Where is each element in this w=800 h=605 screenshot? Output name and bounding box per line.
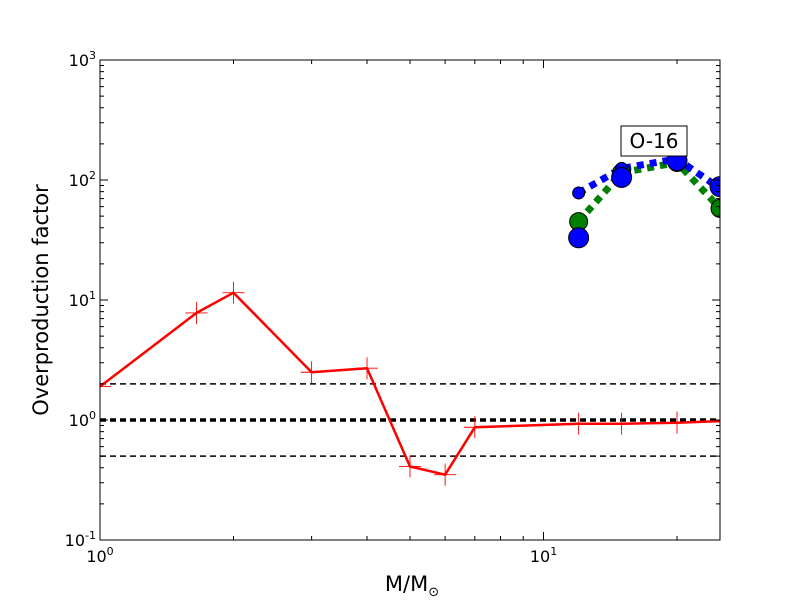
series-0-point	[709, 410, 720, 433]
y-tick-label: 102	[69, 169, 96, 190]
series-0-point	[666, 411, 689, 434]
x-axis-title-main: M/M	[385, 572, 428, 596]
series-0-point	[399, 455, 421, 478]
series-1-point	[710, 198, 720, 218]
x-tick-label-base: 10	[86, 547, 106, 566]
x-tick-label: 101	[530, 545, 557, 566]
y-tick-label-exponent: 3	[89, 49, 96, 62]
y-tick-label-exponent: 0	[89, 409, 96, 422]
series-0-point	[100, 375, 111, 398]
series-0-point	[300, 361, 323, 384]
y-tick-label-base: 10	[65, 531, 85, 550]
annotation-text: O-16	[630, 129, 679, 153]
series-0-point	[185, 301, 208, 324]
y-tick-label-base: 10	[69, 411, 89, 430]
y-tick-label: 103	[69, 49, 96, 70]
annotation-box	[620, 125, 688, 157]
series-0-point	[434, 463, 457, 486]
x-tick-label: 100	[86, 545, 113, 566]
series-3-point	[568, 227, 590, 249]
y-tick-label: 101	[69, 289, 96, 310]
series-1-line	[575, 159, 720, 224]
series-0-point	[222, 281, 245, 304]
x-tick-label-exponent: 0	[107, 545, 114, 558]
y-tick-label-exponent: -1	[85, 529, 96, 542]
y-tick-label-base: 10	[69, 51, 89, 70]
annotation: O-16	[620, 125, 688, 157]
x-tick-label-base: 10	[530, 547, 550, 566]
y-tick-label-exponent: 1	[89, 289, 96, 302]
y-tick-label: 10-1	[65, 529, 96, 550]
y-tick-label-base: 10	[69, 171, 89, 190]
series-2-point	[572, 186, 586, 200]
series-0-point	[356, 357, 379, 380]
y-tick-label: 100	[69, 409, 96, 430]
y-axis-title: Overproduction factor	[29, 184, 53, 416]
x-tick-label-exponent: 1	[550, 545, 557, 558]
axis-ticks	[99, 59, 720, 541]
x-axis-title-subscript: ⊙	[428, 585, 439, 600]
series-3-point	[611, 166, 633, 188]
y-tick-label-exponent: 2	[89, 169, 96, 182]
series-0-point	[567, 412, 590, 435]
x-axis-title: M/M⊙	[385, 572, 439, 600]
series-2-line	[576, 155, 720, 196]
y-tick-label-base: 10	[69, 291, 89, 310]
series-0-point	[463, 416, 486, 439]
series-0-point	[610, 412, 633, 435]
